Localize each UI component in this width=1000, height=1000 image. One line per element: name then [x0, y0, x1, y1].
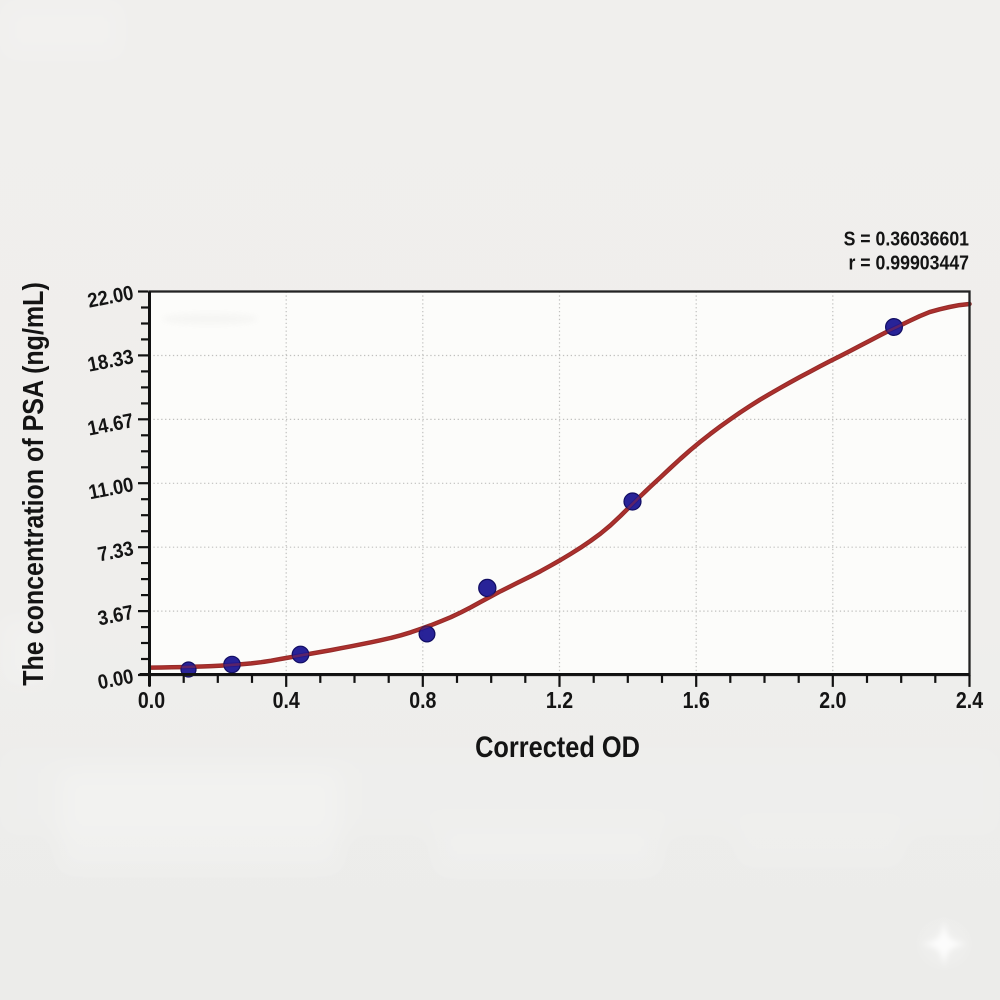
svg-text:r = 0.99903447: r = 0.99903447 — [848, 253, 969, 275]
svg-text:1.6: 1.6 — [683, 688, 710, 714]
svg-text:7.33: 7.33 — [96, 537, 136, 567]
svg-text:0.00: 0.00 — [96, 665, 136, 695]
svg-text:2.4: 2.4 — [956, 688, 983, 714]
svg-text:0.0: 0.0 — [138, 688, 165, 714]
svg-text:S = 0.36036601: S = 0.36036601 — [844, 229, 969, 251]
svg-text:The concentration of PSA (ng/m: The concentration of PSA (ng/mL) — [16, 282, 49, 686]
svg-text:3.67: 3.67 — [96, 601, 136, 631]
svg-text:22.00: 22.00 — [86, 281, 136, 313]
svg-text:Corrected OD: Corrected OD — [475, 730, 640, 763]
svg-text:2.0: 2.0 — [819, 688, 846, 714]
svg-text:0.4: 0.4 — [273, 688, 300, 714]
svg-text:1.2: 1.2 — [546, 688, 573, 714]
svg-text:14.67: 14.67 — [86, 409, 136, 441]
svg-text:0.8: 0.8 — [409, 688, 436, 714]
svg-text:11.00: 11.00 — [87, 473, 136, 504]
svg-text:18.33: 18.33 — [86, 345, 136, 377]
